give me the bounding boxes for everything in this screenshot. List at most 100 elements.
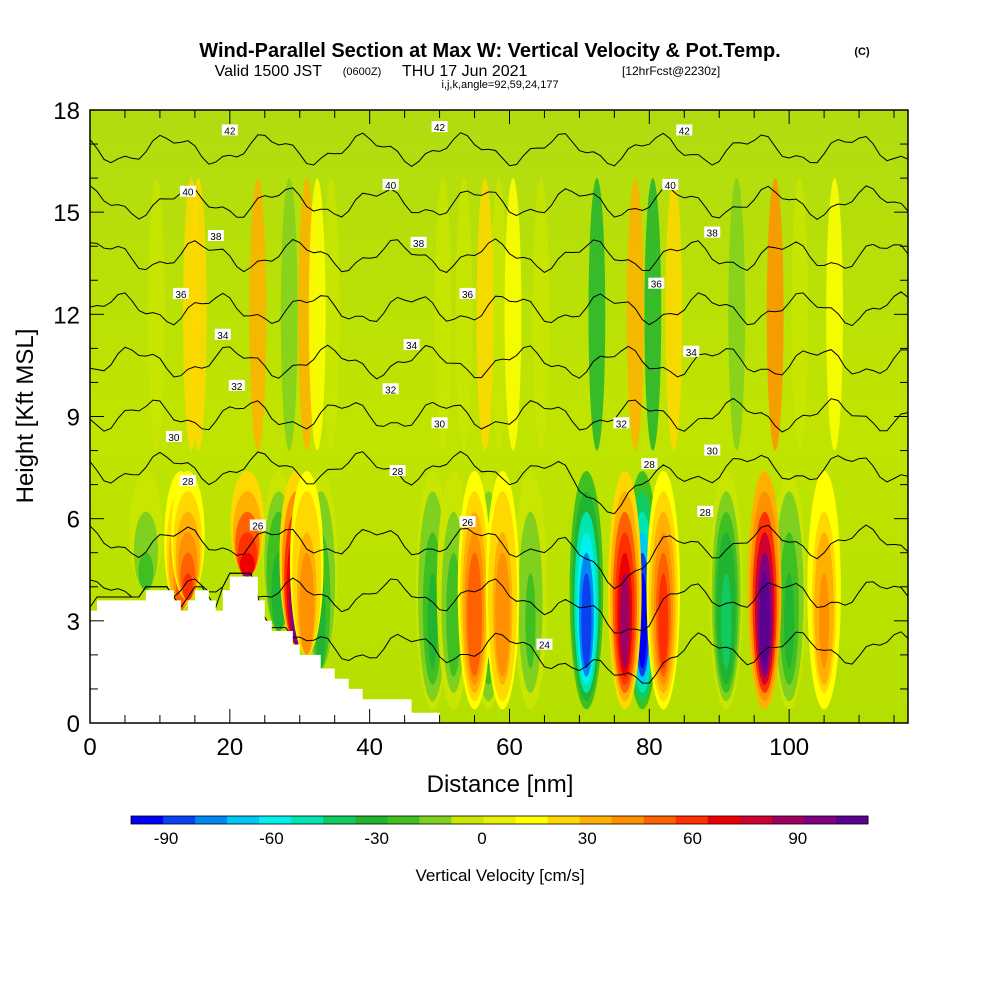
x-tick-label: 40 (356, 734, 383, 761)
colorbar-swatch (419, 816, 452, 824)
velocity-cell (427, 573, 438, 669)
contour-label-text: 32 (385, 385, 397, 396)
colorbar-label: Vertical Velocity [cm/s] (415, 866, 584, 885)
theta-contour-26 (90, 572, 908, 634)
colorbar-tick-label: 90 (788, 829, 807, 848)
contour-label-text: 24 (539, 641, 551, 652)
valid-date: THU 17 Jun 2021 (402, 63, 528, 80)
colorbar-tick-label: 0 (477, 829, 486, 848)
x-axis: 0 20 40 60 80 100 (83, 110, 895, 761)
contour-label-box (179, 475, 196, 487)
colorbar-swatch (387, 816, 420, 824)
velocity-cell (280, 178, 298, 451)
contour-label-text: 32 (231, 382, 243, 393)
contour-label: 34 (403, 338, 420, 352)
colorbar-swatch (291, 816, 324, 824)
velocity-cell (766, 178, 784, 451)
contour-label-box (536, 638, 553, 650)
contour-label-box (459, 516, 476, 528)
velocity-cell (581, 573, 592, 669)
contour-label-box (641, 458, 658, 470)
contour-label: 34 (683, 345, 700, 359)
contour-label-text: 28 (392, 467, 404, 478)
contour-label: 36 (172, 287, 189, 301)
velocity-cell (658, 573, 669, 669)
contour-label-text: 28 (182, 477, 194, 488)
contour-label-box (431, 417, 448, 429)
contour-label-box (382, 383, 399, 395)
theta-contour-28 (90, 524, 908, 590)
downdraft-core (129, 178, 165, 591)
updraft-core (457, 178, 494, 710)
colorbar-swatch (547, 816, 581, 824)
contour-label: 40 (382, 178, 399, 192)
y-tick-label: 6 (67, 507, 80, 534)
y-axis-label: Height [Kft MSL] (12, 329, 39, 504)
colorbar-swatch (643, 816, 677, 824)
contour-label-box (613, 417, 630, 429)
velocity-cell (819, 573, 830, 669)
x-tick-label: 100 (769, 734, 809, 761)
contour-label-text: 32 (616, 419, 628, 430)
contour-label-box (676, 124, 693, 136)
contour-label-text: 26 (252, 521, 264, 532)
colorbar-swatch (611, 816, 645, 824)
contour-label: 28 (389, 464, 406, 478)
contour-label: 30 (704, 444, 721, 458)
velocity-cell (619, 573, 630, 669)
velocity-cell (644, 178, 662, 451)
contour-label: 40 (662, 178, 679, 192)
x-axis-label: Distance [nm] (427, 771, 574, 798)
contour-label-box (228, 379, 245, 391)
velocity-cell (322, 178, 340, 451)
updraft-core (230, 178, 267, 577)
contour-label-text: 34 (686, 348, 698, 359)
theta-contour-30 (90, 450, 908, 515)
y-tick-label: 9 (67, 405, 80, 432)
colorbar-swatch (579, 816, 613, 824)
contour-label-text: 42 (679, 126, 691, 137)
downdraft-core (261, 178, 298, 632)
velocity-cell (469, 573, 480, 669)
contour-label-text: 42 (434, 123, 446, 134)
velocity-cell (588, 178, 606, 451)
contour-label-box (165, 430, 182, 442)
plot-area: 42 42 42 40 40 40 38 38 38 36 36 36 34 34 34 32 32 32 30 30… (90, 110, 908, 723)
colorbar-tick-label: -90 (154, 829, 179, 848)
updraft-core (485, 178, 522, 710)
contour-label-box (662, 178, 679, 190)
contour-label-box (410, 236, 427, 248)
x-tick-label: 20 (216, 734, 243, 761)
colorbar-swatch (355, 816, 388, 824)
colorbar-swatch (771, 816, 805, 824)
velocity-cell (242, 573, 253, 577)
contour-label-box (683, 345, 700, 357)
contour-label-text: 42 (224, 126, 236, 137)
theta-contour-40 (90, 185, 908, 221)
velocity-cell (784, 573, 795, 669)
colorbar-tick-label: -30 (364, 829, 389, 848)
updraft-core (747, 178, 784, 710)
contour-label: 42 (431, 121, 448, 134)
velocity-cell (791, 178, 809, 451)
contour-label: 28 (179, 475, 196, 488)
contour-label-text: 28 (644, 460, 656, 471)
contour-label: 38 (410, 236, 427, 250)
updraft-core (646, 178, 683, 710)
velocity-cell (301, 573, 312, 655)
contour-label: 32 (613, 417, 630, 430)
contour-label-text: 34 (217, 331, 229, 342)
x-tick-label: 60 (496, 734, 523, 761)
colorbar-swatch (227, 816, 260, 824)
theta-contour-32 (90, 397, 908, 433)
contour-label-text: 36 (462, 290, 474, 301)
contour-label-text: 38 (413, 239, 425, 250)
contour-label: 42 (221, 124, 238, 137)
colorbar-swatch (131, 816, 164, 824)
colorbar-swatch (515, 816, 549, 824)
colorbar-swatch (675, 816, 709, 824)
contour-label-box (249, 519, 266, 531)
title-units: (C) (854, 46, 870, 58)
contour-label-box (214, 328, 231, 340)
